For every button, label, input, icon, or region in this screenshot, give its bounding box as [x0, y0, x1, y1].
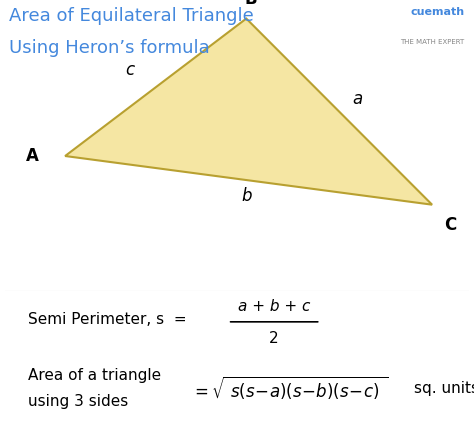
- Text: A: A: [26, 147, 39, 165]
- Text: sq. units: sq. units: [413, 381, 474, 396]
- Text: a + b + c: a + b + c: [238, 299, 310, 314]
- Text: Semi Perimeter, s  =: Semi Perimeter, s =: [28, 312, 187, 327]
- Text: cuemath: cuemath: [410, 7, 465, 17]
- Text: Area of a triangle: Area of a triangle: [28, 368, 161, 382]
- Text: b: b: [241, 187, 252, 205]
- Text: B: B: [245, 0, 257, 8]
- Text: THE MATH EXPERT: THE MATH EXPERT: [401, 39, 465, 45]
- Text: c: c: [126, 61, 135, 79]
- Text: Using Heron’s formula: Using Heron’s formula: [9, 39, 210, 57]
- Text: Area of Equilateral Triangle: Area of Equilateral Triangle: [9, 7, 254, 25]
- Text: a: a: [353, 90, 363, 108]
- Text: using 3 sides: using 3 sides: [28, 394, 128, 409]
- Text: 2: 2: [269, 331, 279, 346]
- Text: C: C: [445, 216, 457, 234]
- Text: $= \sqrt{\ s(s\!-\!a)(s\!-\!b)(s\!-\!c)\ }$: $= \sqrt{\ s(s\!-\!a)(s\!-\!b)(s\!-\!c)\…: [191, 375, 388, 402]
- Polygon shape: [65, 19, 432, 205]
